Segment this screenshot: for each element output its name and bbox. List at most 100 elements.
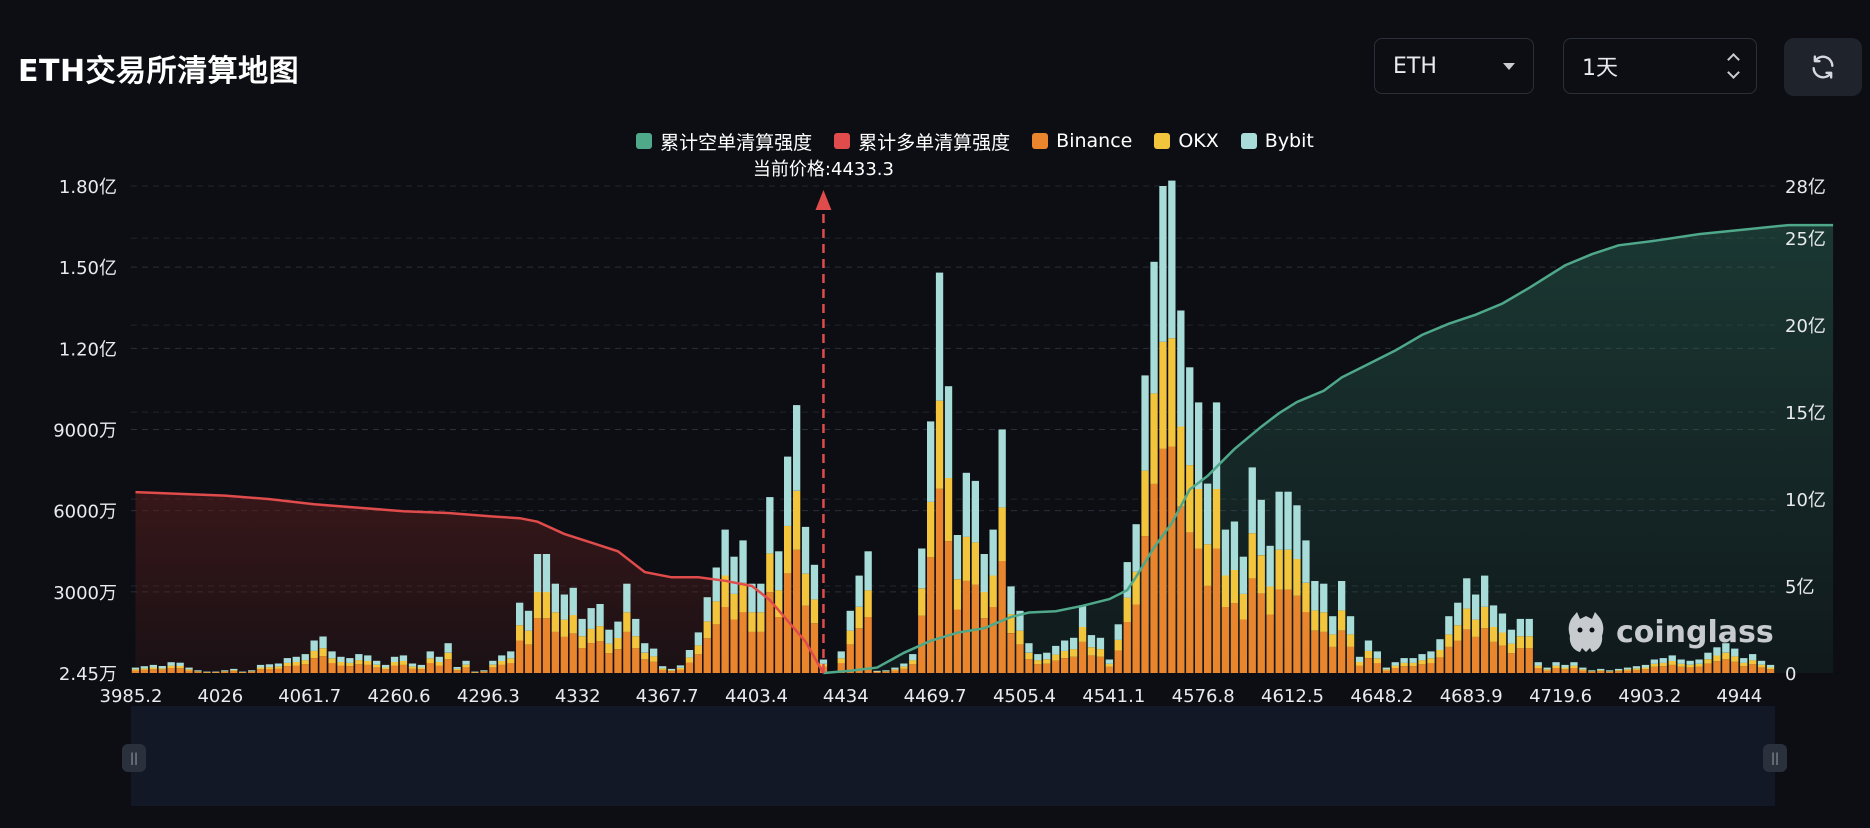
legend-item-bybit[interactable]: Bybit: [1240, 130, 1314, 152]
refresh-button[interactable]: [1784, 38, 1862, 96]
bar-binance-128: [1275, 589, 1283, 673]
bar-binance-85: [891, 670, 899, 673]
bar-binance-37: [462, 667, 470, 673]
bar-binance-87: [909, 664, 917, 673]
bar-okx-80: [846, 630, 854, 645]
bar-okx-34: [435, 662, 443, 666]
bar-bybit-8: [203, 671, 211, 673]
bar-bybit-165: [1606, 670, 1614, 672]
bar-bybit-153: [1498, 613, 1507, 633]
bar-okx-40: [489, 664, 497, 668]
bar-okx-170: [1650, 663, 1658, 667]
header: ETH交易所清算地图 ETH 1天: [0, 0, 1870, 130]
bar-bybit-128: [1275, 491, 1283, 550]
bar-binance-121: [1212, 548, 1221, 673]
bar-okx-38: [471, 672, 479, 673]
bar-okx-126: [1257, 555, 1265, 594]
legend-item-okx[interactable]: OKX: [1154, 130, 1219, 152]
legend-item-binance[interactable]: Binance: [1032, 130, 1132, 152]
bar-okx-33: [426, 658, 434, 664]
bar-binance-169: [1641, 669, 1650, 673]
bar-okx-172: [1668, 661, 1676, 665]
x-tick-label: 4260.6: [368, 686, 431, 707]
bar-bybit-3: [158, 666, 166, 669]
bar-binance-144: [1418, 664, 1426, 673]
bar-bybit-138: [1364, 640, 1373, 651]
bar-bybit-171: [1659, 658, 1667, 663]
bar-binance-146: [1436, 657, 1444, 673]
bar-bybit-35: [444, 643, 452, 653]
bar-okx-132: [1311, 610, 1319, 631]
bar-binance-95: [980, 618, 988, 673]
bar-binance-150: [1472, 636, 1480, 673]
bar-okx-87: [909, 660, 917, 665]
bar-binance-157: [1534, 668, 1542, 673]
x-tick-label: 4683.9: [1440, 686, 1503, 707]
bar-okx-27: [373, 664, 381, 668]
bar-binance-107: [1087, 655, 1096, 673]
bar-bybit-131: [1302, 540, 1310, 583]
bar-okx-81: [855, 606, 863, 629]
bar-okx-145: [1427, 658, 1435, 664]
zoom-handle-left[interactable]: ||: [122, 744, 146, 772]
x-tick-label: 4903.2: [1618, 686, 1681, 707]
bar-okx-4: [167, 665, 175, 668]
x-tick-label: 4576.8: [1172, 686, 1235, 707]
bar-okx-17: [283, 662, 291, 667]
bar-bybit-108: [1096, 637, 1105, 650]
bar-binance-155: [1516, 648, 1524, 673]
legend-swatch-long: [834, 133, 851, 149]
bar-binance-35: [444, 659, 452, 673]
legend-item-short[interactable]: 累计空单清算强度: [636, 128, 812, 155]
bar-binance-28: [382, 669, 390, 673]
bar-binance-23: [337, 665, 345, 673]
bar-bybit-82: [864, 551, 872, 591]
bar-okx-70: [757, 612, 765, 632]
bar-bybit-64: [703, 597, 711, 622]
bar-bybit-149: [1463, 578, 1471, 609]
bar-okx-164: [1597, 670, 1605, 672]
bar-binance-164: [1597, 671, 1605, 673]
bar-binance-43: [516, 640, 524, 673]
bar-okx-162: [1579, 669, 1587, 671]
symbol-select[interactable]: ETH: [1374, 38, 1534, 94]
bar-binance-71: [766, 592, 774, 673]
bar-bybit-104: [1061, 640, 1069, 651]
bar-binance-29: [390, 665, 399, 673]
bar-binance-124: [1239, 619, 1247, 673]
bar-binance-46: [542, 618, 551, 673]
bar-bybit-70: [757, 583, 765, 613]
bar-okx-183: [1766, 667, 1775, 670]
range-select[interactable]: 1天: [1563, 38, 1757, 94]
long-cum-line: [135, 490, 825, 674]
bar-binance-123: [1230, 603, 1239, 673]
bar-binance-59: [659, 669, 667, 673]
bar-okx-47: [551, 612, 559, 632]
bar-binance-137: [1355, 665, 1364, 673]
zoom-handle-right[interactable]: ||: [1763, 744, 1787, 772]
bar-binance-58: [650, 661, 658, 673]
bar-okx-19: [301, 660, 309, 665]
bar-bybit-162: [1579, 667, 1587, 670]
bar-bybit-69: [748, 583, 756, 613]
bar-bybit-112: [1132, 524, 1140, 572]
bar-okx-113: [1141, 470, 1149, 537]
cumulative-lines: [135, 223, 1834, 675]
bar-binance-0: [131, 670, 140, 673]
bar-okx-8: [203, 672, 211, 673]
bar-bybit-22: [328, 651, 336, 659]
zoom-slider-track[interactable]: [131, 706, 1775, 806]
x-tick-label: 4612.5: [1261, 686, 1324, 707]
bar-binance-132: [1311, 630, 1319, 673]
bar-binance-73: [784, 573, 792, 673]
bar-bybit-105: [1070, 637, 1078, 650]
bar-bybit-44: [524, 610, 533, 631]
bar-okx-138: [1364, 650, 1373, 658]
bar-binance-143: [1409, 666, 1417, 673]
x-tick-label: 4332: [555, 686, 601, 707]
bar-okx-182: [1757, 664, 1766, 668]
legend-item-long[interactable]: 累计多单清算强度: [834, 128, 1010, 155]
bar-okx-140: [1382, 669, 1390, 671]
bar-binance-170: [1650, 666, 1658, 673]
bar-bybit-142: [1400, 658, 1408, 663]
